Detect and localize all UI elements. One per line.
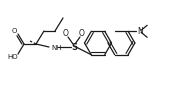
- Text: O: O: [79, 28, 85, 38]
- Text: S: S: [71, 42, 77, 52]
- Text: N: N: [137, 27, 143, 36]
- Text: O: O: [11, 28, 17, 34]
- Text: HO: HO: [8, 54, 18, 60]
- Text: NH: NH: [51, 45, 61, 51]
- Text: O: O: [63, 28, 69, 38]
